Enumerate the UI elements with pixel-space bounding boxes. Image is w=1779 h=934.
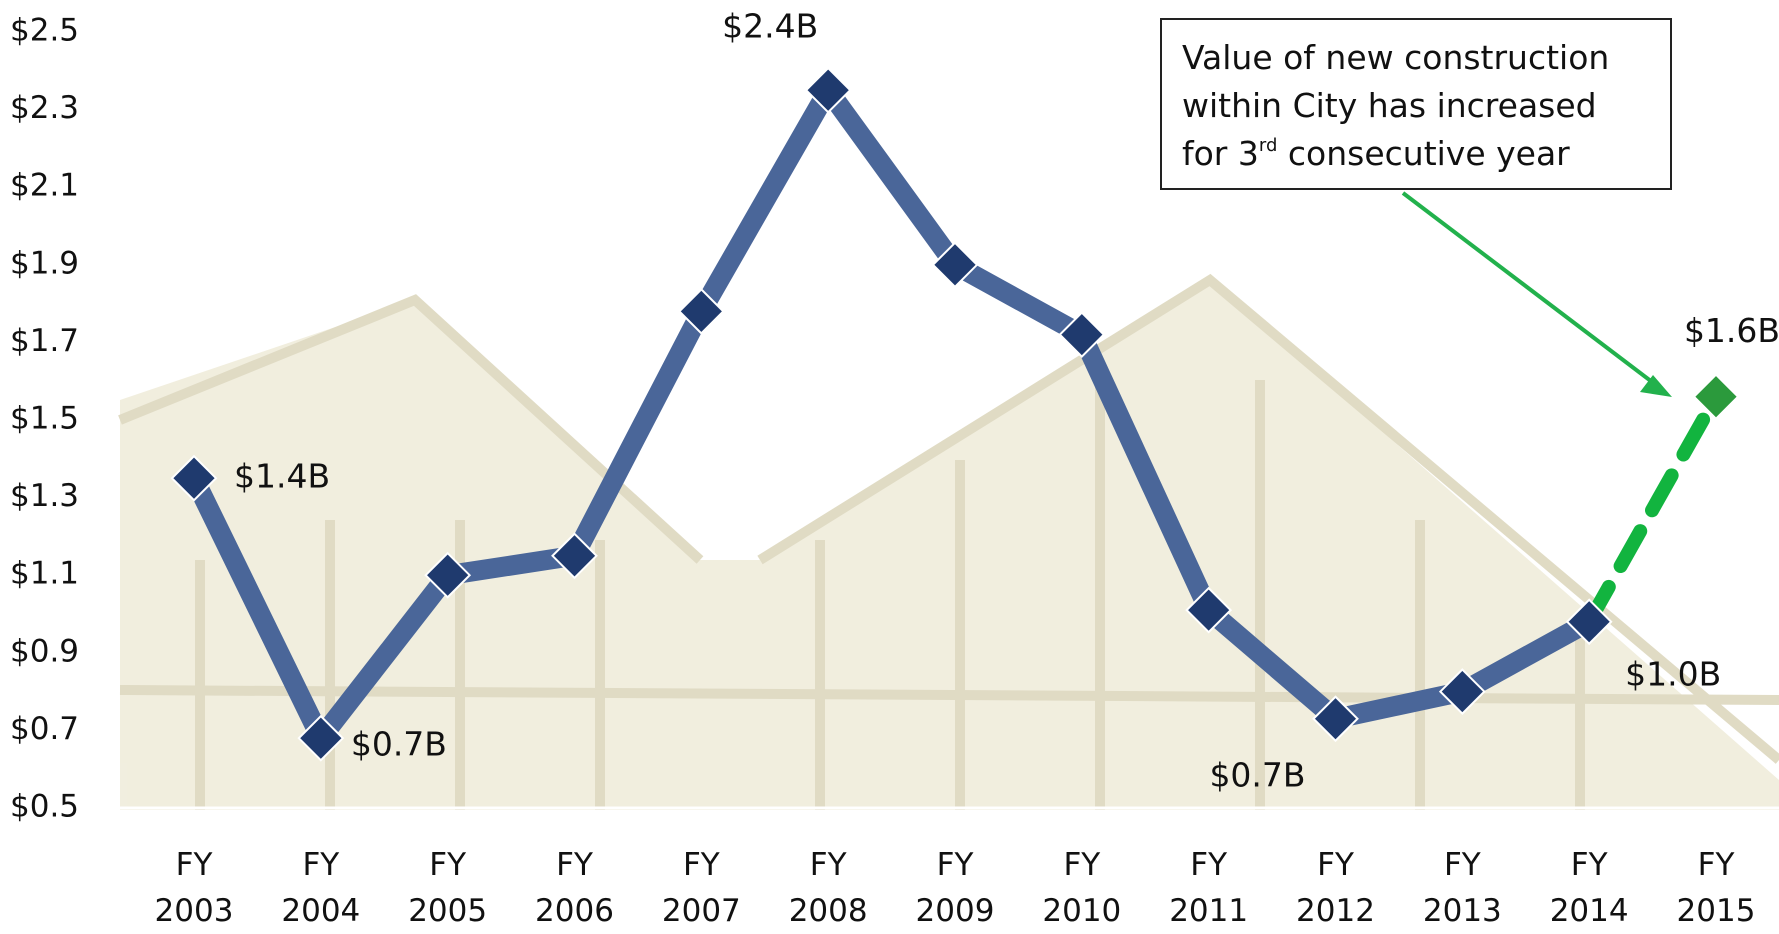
marker	[1692, 373, 1740, 421]
data-label: $2.4B	[722, 7, 818, 46]
y-tick-label: $0.9	[10, 633, 79, 669]
y-tick-label: $1.5	[10, 401, 79, 437]
marker	[804, 66, 852, 114]
marker	[931, 241, 979, 289]
x-tick-label: FY 2011	[1169, 847, 1249, 929]
x-tick-label: FY 2005	[408, 847, 488, 929]
y-tick-label: $1.1	[10, 556, 79, 592]
annotation-text: for 3	[1182, 134, 1259, 173]
data-label: $0.7B	[1209, 755, 1305, 794]
x-tick-label: FY 2007	[661, 847, 741, 929]
marker	[1438, 668, 1486, 716]
y-tick-label: $2.5	[10, 13, 79, 49]
marker	[297, 714, 345, 762]
marker	[1312, 695, 1359, 743]
annotation-superscript: rd	[1258, 135, 1278, 156]
annotation-text: within City has increased	[1182, 86, 1597, 125]
annotation-text: Value of new construction	[1182, 38, 1610, 77]
annotation-text: consecutive year	[1287, 134, 1570, 173]
data-label: $1.6B	[1684, 311, 1779, 350]
x-tick-label: FY 2012	[1296, 847, 1375, 929]
y-tick-label: $0.5	[10, 789, 79, 825]
annotation-box: Value of new construction within City has…	[1160, 18, 1672, 190]
x-tick-label: FY 2013	[1422, 847, 1502, 929]
y-tick-label: $0.7	[10, 711, 79, 747]
data-label: $0.7B	[351, 725, 447, 764]
marker	[551, 532, 598, 580]
x-tick-label: FY 2014	[1549, 847, 1629, 929]
marker	[677, 287, 725, 335]
annotation-arrowhead	[1640, 375, 1672, 397]
annotation-arrow	[1401, 191, 1662, 390]
marker	[1058, 311, 1106, 359]
background-frame	[118, 273, 1779, 810]
marker	[1185, 586, 1233, 634]
x-tick-label: FY 2008	[788, 847, 868, 929]
y-tick-label: $1.9	[10, 245, 79, 281]
y-tick-label: $1.7	[10, 323, 79, 359]
marker	[1565, 598, 1613, 646]
x-tick-label: FY 2003	[154, 847, 234, 929]
line-series	[185, 71, 1594, 757]
x-tick-label: FY 2004	[281, 847, 361, 929]
y-tick-label: $2.3	[10, 90, 79, 126]
x-tick-label: FY 2015	[1676, 847, 1756, 929]
marker	[170, 454, 218, 502]
x-tick-label: FY 2009	[915, 847, 995, 929]
y-tick-label: $1.3	[10, 478, 79, 514]
data-label: $1.0B	[1625, 654, 1721, 693]
marker	[424, 551, 472, 599]
x-tick-label: FY 2010	[1042, 847, 1122, 929]
y-tick-label: $2.1	[10, 168, 79, 204]
data-label: $1.4B	[234, 457, 330, 496]
forecast-segment	[1582, 389, 1723, 629]
x-tick-label: FY 2006	[535, 847, 614, 929]
